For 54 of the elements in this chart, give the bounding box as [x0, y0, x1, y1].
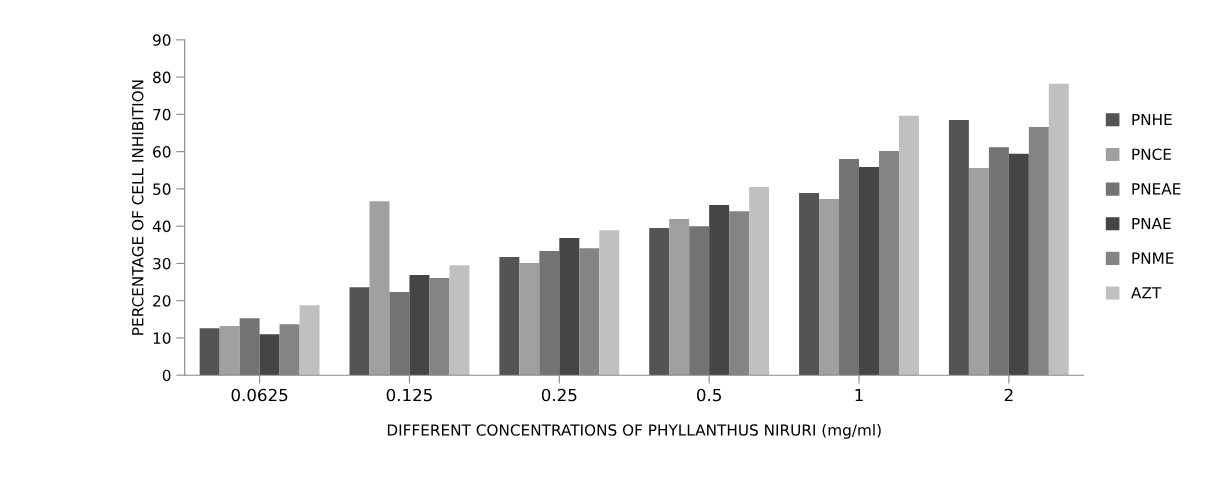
bar [599, 230, 620, 376]
bar [649, 228, 670, 376]
legend-label: PNME [1132, 252, 1174, 264]
bar [559, 238, 580, 376]
x-tick-label: 0.5 [697, 388, 721, 402]
y-tick-label: 10 [153, 332, 171, 344]
x-tick-label: 2 [1004, 388, 1013, 402]
legend-label: PNEAE [1132, 183, 1181, 195]
y-tick-label: 40 [152, 220, 171, 233]
bar [839, 159, 859, 376]
bar [539, 251, 560, 376]
y-tick-label: 60 [153, 146, 171, 158]
x-tick-label: 0.0625 [231, 388, 288, 402]
y-tick-label: 50 [153, 183, 171, 195]
legend-label: AZT [1131, 287, 1162, 299]
bar [799, 192, 820, 376]
legend-label: PNCE [1132, 148, 1171, 160]
bar [199, 328, 220, 376]
bar [389, 292, 410, 376]
bar [499, 257, 520, 376]
bar [948, 119, 969, 376]
x-tick-label: 0.25 [541, 388, 577, 402]
y-tick-label: 30 [153, 257, 171, 270]
x-tick-label: 1 [855, 388, 863, 402]
y-tick-label: 90 [153, 34, 171, 46]
bar [349, 287, 370, 376]
bar [1008, 153, 1029, 376]
bar [1048, 83, 1069, 376]
bar [859, 166, 879, 376]
bar [689, 226, 710, 376]
bar [299, 305, 320, 376]
bar [449, 265, 470, 376]
legend-label: PNHE [1132, 113, 1172, 126]
x-tick-label: 0.125 [386, 388, 432, 402]
y-tick-label: 70 [153, 108, 171, 121]
y-axis-title: PERCENTAGE OF CELL INHIBITION [131, 80, 144, 335]
bar [819, 198, 840, 376]
bar [988, 147, 1009, 376]
bar [669, 219, 690, 376]
bar [369, 201, 390, 376]
y-tick-label: 0 [162, 369, 171, 382]
bar [219, 326, 240, 376]
legend-label: PNAE [1132, 217, 1171, 230]
bar [709, 204, 730, 376]
bar [968, 168, 989, 376]
y-tick-label: 20 [153, 295, 171, 307]
bar [239, 318, 260, 376]
bar [259, 334, 280, 376]
y-tick-label: 80 [153, 71, 171, 84]
bar [409, 274, 430, 376]
bar [749, 187, 770, 376]
x-axis-title: DIFFERENT CONCENTRATIONS OF PHYLLANTHUS NIRURI (mg/ml) [387, 423, 881, 439]
bar [519, 263, 540, 376]
bar [898, 115, 919, 376]
